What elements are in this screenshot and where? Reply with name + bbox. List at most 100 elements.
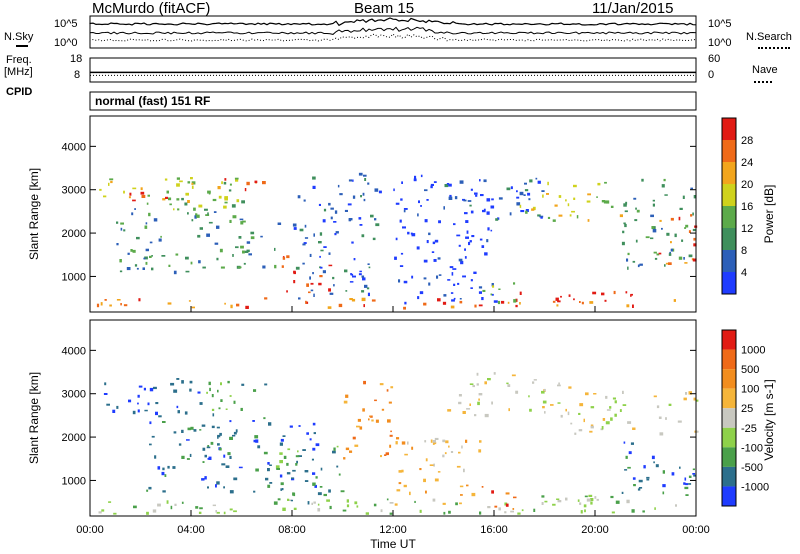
scatter-cell <box>162 421 166 423</box>
colorbar-segment <box>722 486 736 506</box>
scatter-cell <box>417 213 419 217</box>
scatter-cell <box>343 457 346 460</box>
scatter-cell <box>464 248 466 251</box>
scatter-cell <box>177 208 180 211</box>
scatter-cell <box>584 495 588 498</box>
scatter-cell <box>423 302 427 306</box>
scatter-cell <box>399 265 404 267</box>
scatter-cell <box>187 200 190 203</box>
scatter-cell <box>209 387 211 392</box>
scatter-cell <box>361 290 365 293</box>
scatter-cell <box>253 439 257 443</box>
scatter-cell <box>326 499 330 502</box>
scatter-cell <box>279 442 283 446</box>
scatter-cell <box>109 178 114 181</box>
scatter-cell <box>558 195 562 198</box>
scatter-cell <box>133 505 137 509</box>
scatter-cell <box>290 499 293 502</box>
scatter-cell <box>511 374 516 377</box>
scatter-cell <box>665 417 667 420</box>
scatter-cell <box>403 280 408 284</box>
scatter-cell <box>568 386 572 389</box>
scatter-cell <box>311 502 313 505</box>
scatter-cell <box>631 509 635 513</box>
scatter-cell <box>207 486 209 489</box>
scatter-cell <box>173 389 178 393</box>
scatter-cell <box>437 471 441 473</box>
scatter-cell <box>474 192 478 195</box>
scatter-cell <box>320 249 324 252</box>
colorbar-tick-label: 4 <box>741 267 747 279</box>
scatter-cell <box>215 510 217 513</box>
scatter-cell <box>233 400 236 404</box>
scatter-cell <box>465 236 469 239</box>
scatter-cell <box>683 482 686 485</box>
scatter-cell <box>650 214 654 218</box>
colorbar-segment <box>722 206 736 228</box>
scatter-cell <box>604 181 607 184</box>
scatter-cell <box>181 501 184 504</box>
scatter-cell <box>627 266 629 270</box>
scatter-cell <box>185 256 189 260</box>
scatter-cell <box>515 304 518 308</box>
scatter-cell <box>433 463 435 467</box>
scatter-cell <box>310 282 314 285</box>
scatter-cell <box>212 198 217 202</box>
scatter-cell <box>204 454 207 458</box>
scatter-cell <box>459 485 464 488</box>
scatter-cell <box>544 500 548 503</box>
scatter-cell <box>466 230 469 234</box>
scatter-cell <box>185 270 190 273</box>
power-y-ticks: 1000 2000 3000 4000 <box>62 141 696 283</box>
scatter-cell <box>188 300 191 302</box>
scatter-cell <box>137 409 140 413</box>
scatter-cell <box>149 387 154 392</box>
scatter-cell <box>571 210 575 213</box>
scatter-cell <box>540 217 543 219</box>
scatter-cell <box>637 264 640 268</box>
scatter-cell <box>650 237 654 240</box>
scatter-cell <box>389 502 394 504</box>
scatter-cell <box>565 199 567 202</box>
freq-right-tick-top: 60 <box>708 53 721 65</box>
scatter-cell <box>293 270 296 274</box>
scatter-cell <box>685 392 688 395</box>
scatter-cell <box>189 380 193 384</box>
scatter-cell <box>651 226 655 229</box>
scatter-cell <box>579 502 582 505</box>
scatter-cell <box>176 378 180 380</box>
velocity-colorbar: 1000 500 100 25 -25 -100 -500 -1000 <box>721 329 769 507</box>
colorbar-segment <box>722 388 736 409</box>
scatter-cell <box>409 491 411 496</box>
scatter-cell <box>463 468 465 473</box>
scatter-cell <box>132 249 136 253</box>
scatter-cell <box>690 187 693 190</box>
scatter-cell <box>622 390 624 394</box>
scatter-cell <box>450 292 454 294</box>
scatter-cell <box>217 434 221 438</box>
scatter-cell <box>291 477 294 480</box>
scatter-cell <box>444 184 449 188</box>
scatter-cell <box>584 509 586 513</box>
scatter-cell <box>123 304 128 307</box>
scatter-cell <box>244 188 247 192</box>
scatter-cell <box>413 178 417 182</box>
scatter-cell <box>276 468 280 470</box>
scatter-cell <box>286 290 288 293</box>
scatter-cell <box>235 246 239 249</box>
scatter-cell <box>144 409 148 412</box>
colorbar-segment <box>722 427 736 448</box>
scatter-cell <box>223 511 226 515</box>
scatter-cell <box>606 409 611 411</box>
scatter-cell <box>149 421 152 425</box>
scatter-cell <box>448 510 451 514</box>
scatter-cell <box>453 283 456 286</box>
scatter-cell <box>541 390 545 394</box>
scatter-cell <box>223 181 227 185</box>
noise-right-tick-top: 10^5 <box>708 18 732 30</box>
scatter-cell <box>279 474 283 478</box>
scatter-cell <box>662 470 665 474</box>
scatter-cell <box>461 445 463 449</box>
scatter-cell <box>132 410 136 415</box>
scatter-cell <box>425 458 428 462</box>
